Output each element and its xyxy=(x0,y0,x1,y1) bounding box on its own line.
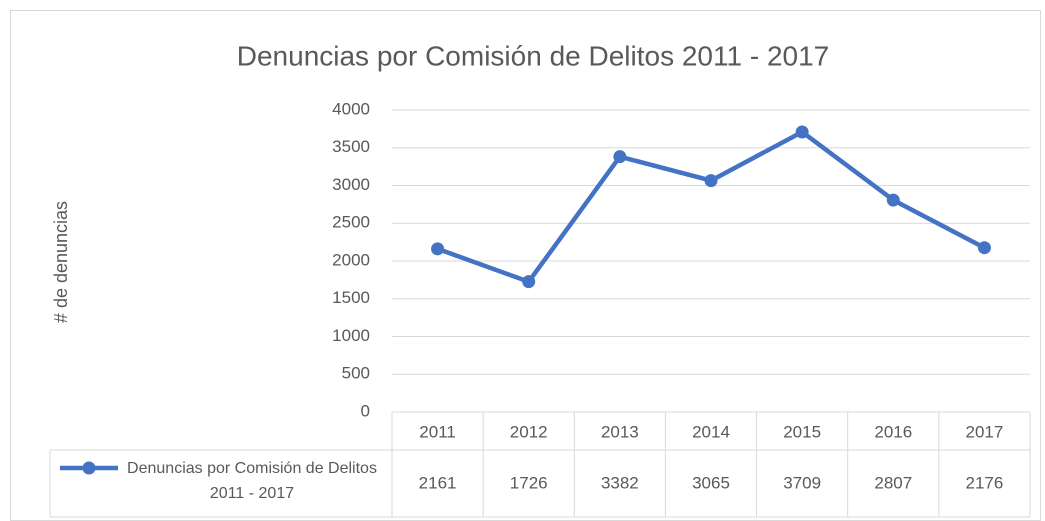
x-tick-label: 2017 xyxy=(966,422,1004,441)
x-tick-label: 2011 xyxy=(419,422,456,441)
table-value: 2161 xyxy=(419,473,457,492)
data-point xyxy=(613,150,627,164)
data-point xyxy=(977,241,991,255)
x-tick-label: 2015 xyxy=(783,422,821,441)
data-line xyxy=(436,129,986,284)
table-value: 1726 xyxy=(510,473,548,492)
y-tick-label: 3500 xyxy=(332,137,370,156)
chart-border xyxy=(10,10,1041,521)
chart-title: Denuncias por Comisión de Delitos 2011 -… xyxy=(237,40,829,71)
y-tick-label: 3000 xyxy=(332,175,370,194)
data-point xyxy=(795,125,809,139)
y-tick-label: 2000 xyxy=(332,250,370,269)
y-tick-label: 1000 xyxy=(332,326,370,345)
table-value: 3382 xyxy=(601,473,639,492)
table-value: 2176 xyxy=(966,473,1004,492)
table-value: 2807 xyxy=(874,473,912,492)
legend-label: Denuncias por Comisión de Delitos 2011 -… xyxy=(127,460,377,502)
table-value: 3709 xyxy=(783,473,821,492)
x-tick-label: 2013 xyxy=(601,422,639,441)
table-value: 3065 xyxy=(692,473,730,492)
y-tick-label: 2500 xyxy=(332,213,370,232)
y-tick-label: 4000 xyxy=(332,99,370,118)
x-tick-label: 2014 xyxy=(692,422,730,441)
legend-symbol-marker xyxy=(82,461,96,475)
data-point xyxy=(522,275,536,289)
data-point xyxy=(431,242,445,256)
y-tick-label: 0 xyxy=(361,401,370,420)
y-tick-label: 1500 xyxy=(332,288,370,307)
y-axis-label: # de denuncias xyxy=(51,201,71,323)
data-point xyxy=(704,174,718,188)
y-tick-label: 500 xyxy=(342,364,370,383)
x-tick-label: 2012 xyxy=(510,422,548,441)
x-tick-label: 2016 xyxy=(874,422,912,441)
data-point xyxy=(886,193,900,207)
